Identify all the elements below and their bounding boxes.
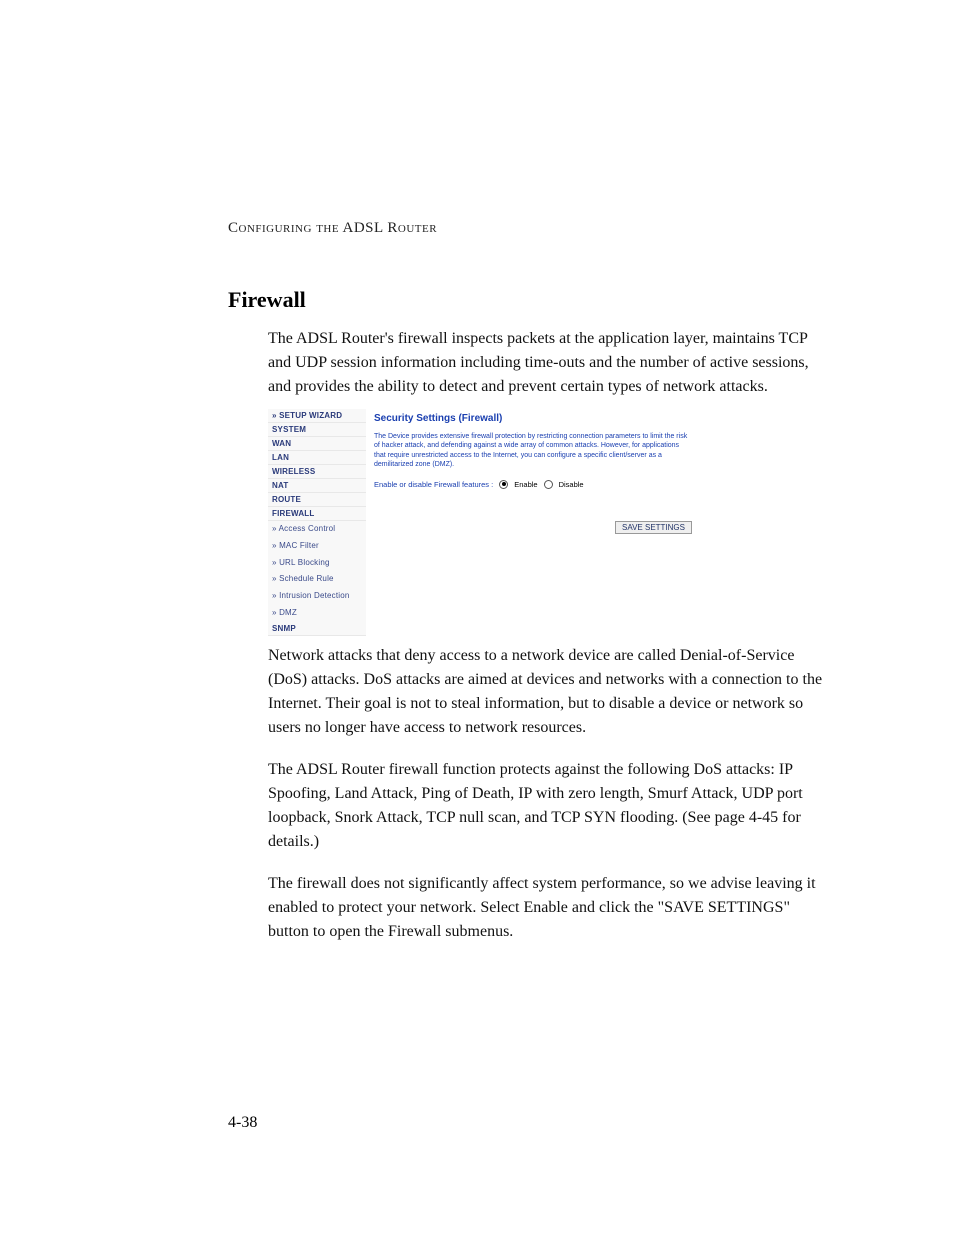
radio-disable-label: Disable xyxy=(559,480,584,489)
radio-enable-label: Enable xyxy=(514,480,537,489)
sidebar-item-nat[interactable]: NAT xyxy=(268,479,366,493)
sidebar-item-route[interactable]: ROUTE xyxy=(268,493,366,507)
document-page: Configuring the ADSL Router Firewall The… xyxy=(0,0,954,1212)
sidebar-item-firewall[interactable]: FIREWALL xyxy=(268,507,366,521)
section-title: Firewall xyxy=(228,287,834,313)
router-ui-screenshot: » SETUP WIZARD SYSTEM WAN LAN WIRELESS N… xyxy=(268,409,700,636)
running-header: Configuring the ADSL Router xyxy=(228,220,834,237)
sidebar-sub-url-blocking[interactable]: » URL Blocking xyxy=(268,555,366,572)
sidebar-sub-intrusion-detection[interactable]: » Intrusion Detection xyxy=(268,588,366,605)
page-number: 4-38 xyxy=(228,1114,834,1132)
sidebar-sub-schedule-rule[interactable]: » Schedule Rule xyxy=(268,571,366,588)
intro-paragraph: The ADSL Router's firewall inspects pack… xyxy=(268,327,834,399)
save-settings-button[interactable]: SAVE SETTINGS xyxy=(615,521,692,534)
sidebar-item-snmp[interactable]: SNMP xyxy=(268,622,366,636)
radio-row-label: Enable or disable Firewall features : xyxy=(374,480,493,489)
paragraph-advice: The firewall does not significantly affe… xyxy=(268,872,834,944)
paragraph-dos: Network attacks that deny access to a ne… xyxy=(268,644,834,740)
sidebar-sub-mac-filter[interactable]: » MAC Filter xyxy=(268,538,366,555)
sidebar-item-lan[interactable]: LAN xyxy=(268,451,366,465)
sidebar-sub-access-control[interactable]: » Access Control xyxy=(268,521,366,538)
firewall-toggle-row: Enable or disable Firewall features : En… xyxy=(374,480,692,489)
pane-title: Security Settings (Firewall) xyxy=(374,413,692,424)
paragraph-attacks: The ADSL Router firewall function protec… xyxy=(268,758,834,854)
router-content-pane: Security Settings (Firewall) The Device … xyxy=(366,409,700,636)
sidebar-item-wan[interactable]: WAN xyxy=(268,437,366,451)
router-sidebar: » SETUP WIZARD SYSTEM WAN LAN WIRELESS N… xyxy=(268,409,366,636)
radio-disable[interactable] xyxy=(544,480,553,489)
sidebar-sub-dmz[interactable]: » DMZ xyxy=(268,605,366,622)
save-row: SAVE SETTINGS xyxy=(374,517,692,535)
sidebar-item-system[interactable]: SYSTEM xyxy=(268,423,366,437)
sidebar-item-setup-wizard[interactable]: » SETUP WIZARD xyxy=(268,409,366,423)
radio-enable[interactable] xyxy=(499,480,508,489)
sidebar-item-wireless[interactable]: WIRELESS xyxy=(268,465,366,479)
running-header-text: Configuring the ADSL Router xyxy=(228,220,437,236)
pane-description: The Device provides extensive firewall p… xyxy=(374,432,692,470)
